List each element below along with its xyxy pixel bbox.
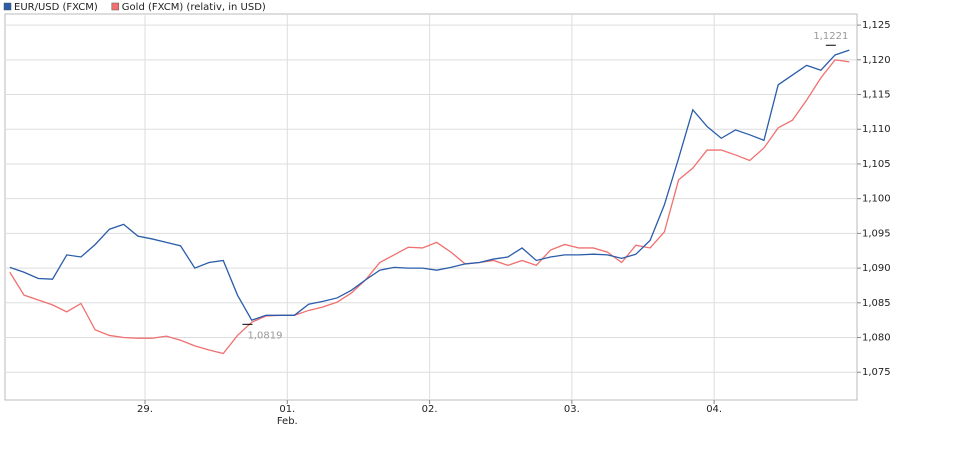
annotation-label: 1,0819 — [247, 330, 282, 341]
x-tick-label: 01. — [279, 404, 295, 415]
y-tick-label: 1,080 — [862, 333, 891, 344]
series-line — [9, 59, 850, 355]
y-tick-label: 1,120 — [862, 55, 891, 66]
y-tick-label: 1,095 — [862, 228, 891, 239]
legend-label: Gold (FXCM) (relativ, in USD) — [122, 2, 266, 13]
y-tick-label: 1,075 — [862, 367, 891, 378]
y-tick-label: 1,110 — [862, 124, 891, 135]
legend-label: EUR/USD (FXCM) — [14, 2, 98, 13]
x-month-label: Feb. — [277, 416, 298, 427]
series-line — [9, 49, 850, 321]
legend-swatch — [3, 2, 12, 11]
y-tick-label: 1,090 — [862, 263, 891, 274]
y-tick-label: 1,115 — [862, 90, 891, 101]
x-tick-label: 04. — [706, 404, 722, 415]
x-tick-label: 29. — [137, 404, 153, 415]
y-tick-label: 1,105 — [862, 159, 891, 170]
y-tick-label: 1,125 — [862, 20, 891, 31]
x-tick-label: 02. — [422, 404, 438, 415]
y-tick-label: 1,085 — [862, 298, 891, 309]
y-tick-label: 1,100 — [862, 194, 891, 205]
legend-swatch — [111, 2, 120, 11]
annotation-label: 1,1221 — [813, 31, 848, 42]
x-tick-label: 03. — [564, 404, 580, 415]
plot-area — [4, 13, 858, 401]
